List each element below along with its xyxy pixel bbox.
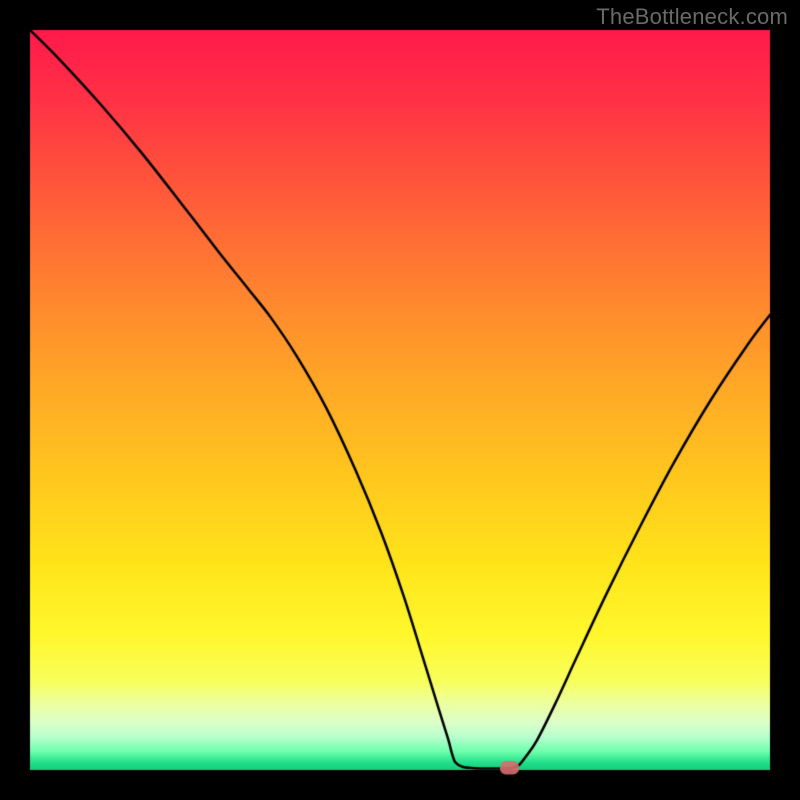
bottleneck-chart	[0, 0, 800, 800]
watermark-text: TheBottleneck.com	[596, 4, 788, 30]
